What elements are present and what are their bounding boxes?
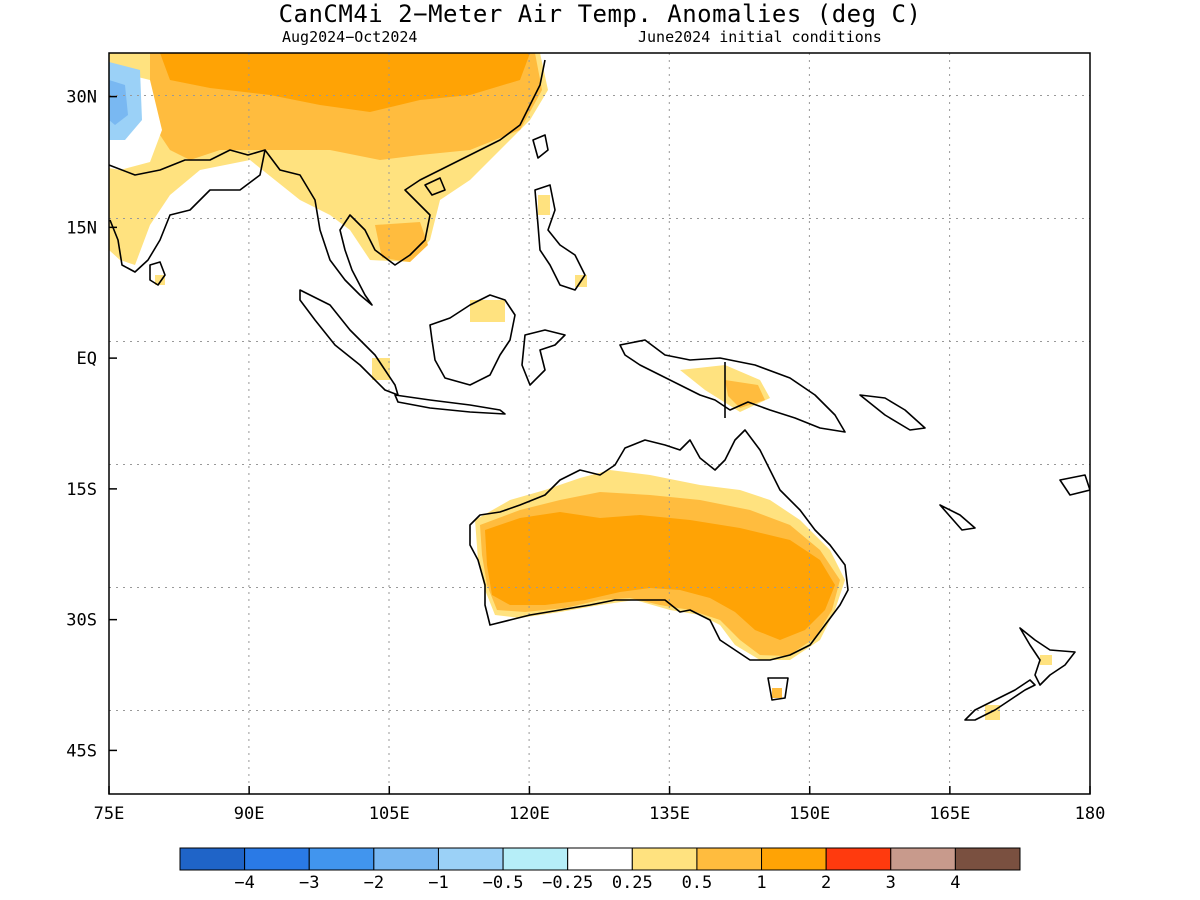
- x-tick-label: 120E: [509, 804, 550, 824]
- x-tick-label: 135E: [649, 804, 690, 824]
- colorbar-label: −4: [234, 873, 254, 893]
- x-tick-label: 75E: [94, 804, 125, 824]
- colorbar-swatch: [308, 847, 375, 871]
- colorbar-label: 2: [821, 873, 831, 893]
- colorbar-swatch: [502, 847, 569, 871]
- colorbar-label: −0.5: [483, 873, 524, 893]
- india-cold-mid: [109, 80, 128, 125]
- tasmania-anomaly: [772, 688, 782, 698]
- valid-period: Aug2024−Oct2024: [282, 28, 418, 46]
- x-tick-label: 165E: [929, 804, 970, 824]
- colorbar-swatch: [825, 847, 892, 871]
- x-tick-label: 150E: [789, 804, 830, 824]
- y-tick-label: EQ: [77, 349, 97, 369]
- colorbar-label: 4: [950, 873, 960, 893]
- asia-anomaly-strong: [160, 53, 530, 112]
- longitude-axis: 75E 90E 105E 120E 135E 150E 165E 180: [94, 786, 1106, 824]
- x-tick-label: 90E: [234, 804, 265, 824]
- colorbar-label: 0.25: [612, 873, 653, 893]
- anomaly-shading: [109, 53, 1052, 720]
- lat-lon-grid: [109, 53, 1090, 794]
- colorbar-label: −1: [428, 873, 448, 893]
- y-tick-label: 15N: [66, 218, 97, 238]
- colorbar-swatch: [954, 847, 1021, 871]
- latitude-axis: 30N 15N EQ 15S 30S 45S: [66, 88, 117, 761]
- y-tick-label: 15S: [66, 480, 97, 500]
- colorbar: −4 −3 −2 −1 −0.5 −0.25 0.25 0.5 1 2 3 4: [179, 847, 1021, 893]
- colorbar-swatch: [179, 847, 246, 871]
- srilanka-anomaly: [155, 275, 165, 285]
- colorbar-label: 3: [886, 873, 896, 893]
- coastlines: [109, 59, 1090, 721]
- colorbar-swatch: [890, 847, 956, 871]
- x-tick-label: 180: [1075, 804, 1106, 824]
- nz-north-anomaly: [1040, 655, 1052, 665]
- sumatra-anomaly: [372, 358, 390, 380]
- colorbar-label: 1: [756, 873, 766, 893]
- y-tick-label: 30N: [66, 88, 97, 108]
- colorbar-swatch: [631, 847, 698, 871]
- y-tick-label: 30S: [66, 611, 97, 631]
- y-tick-label: 45S: [66, 741, 97, 761]
- colorbar-label: −2: [364, 873, 384, 893]
- colorbar-swatch: [696, 847, 763, 871]
- colorbar-swatch: [567, 847, 633, 871]
- borneo-anomaly: [470, 300, 505, 322]
- initial-conditions: June2024 initial conditions: [638, 28, 882, 46]
- new-guinea-anomaly-mid: [725, 380, 765, 408]
- indochina-anomaly: [375, 222, 428, 262]
- colorbar-label: 0.5: [682, 873, 713, 893]
- philippines-anomaly: [538, 195, 550, 215]
- x-tick-label: 105E: [369, 804, 410, 824]
- colorbar-swatch: [244, 847, 310, 871]
- map-title: CanCM4i 2−Meter Air Temp. Anomalies (deg…: [278, 0, 922, 28]
- colorbar-label: −3: [299, 873, 319, 893]
- australia-anomaly-strong: [485, 512, 835, 640]
- map-frame: [108, 52, 1091, 795]
- colorbar-swatch: [373, 847, 439, 871]
- colorbar-swatch: [437, 847, 504, 871]
- colorbar-swatch: [761, 847, 827, 871]
- colorbar-label: −0.25: [542, 873, 593, 893]
